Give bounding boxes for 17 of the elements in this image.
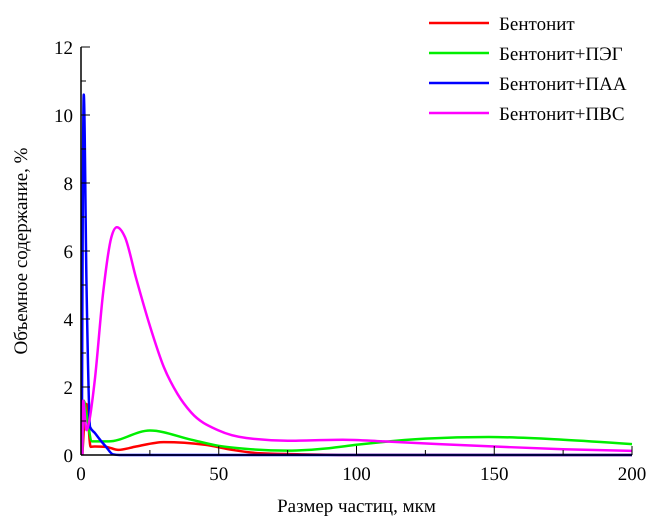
y-tick-label: 4	[64, 310, 74, 331]
y-tick-label: 12	[54, 38, 73, 59]
x-tick-label: 100	[342, 464, 371, 485]
legend-label: Бентонит	[499, 14, 576, 35]
y-tick-label: 8	[64, 174, 73, 195]
y-tick-label: 10	[54, 106, 73, 127]
y-axis-title: Объемное содержание, %	[11, 147, 32, 354]
y-tick-label: 2	[64, 378, 73, 399]
legend-label: Бентонит+ПЭГ	[499, 44, 623, 65]
legend-label: Бентонит+ПАА	[499, 74, 627, 95]
x-tick-label: 50	[209, 464, 228, 485]
y-tick-label: 6	[64, 242, 73, 263]
x-tick-label: 200	[618, 464, 646, 485]
x-axis-title: Размер частиц, мкм	[277, 496, 436, 517]
x-tick-label: 150	[480, 464, 508, 485]
legend-label: Бентонит+ПВС	[499, 104, 624, 125]
y-tick-label: 0	[64, 446, 73, 467]
